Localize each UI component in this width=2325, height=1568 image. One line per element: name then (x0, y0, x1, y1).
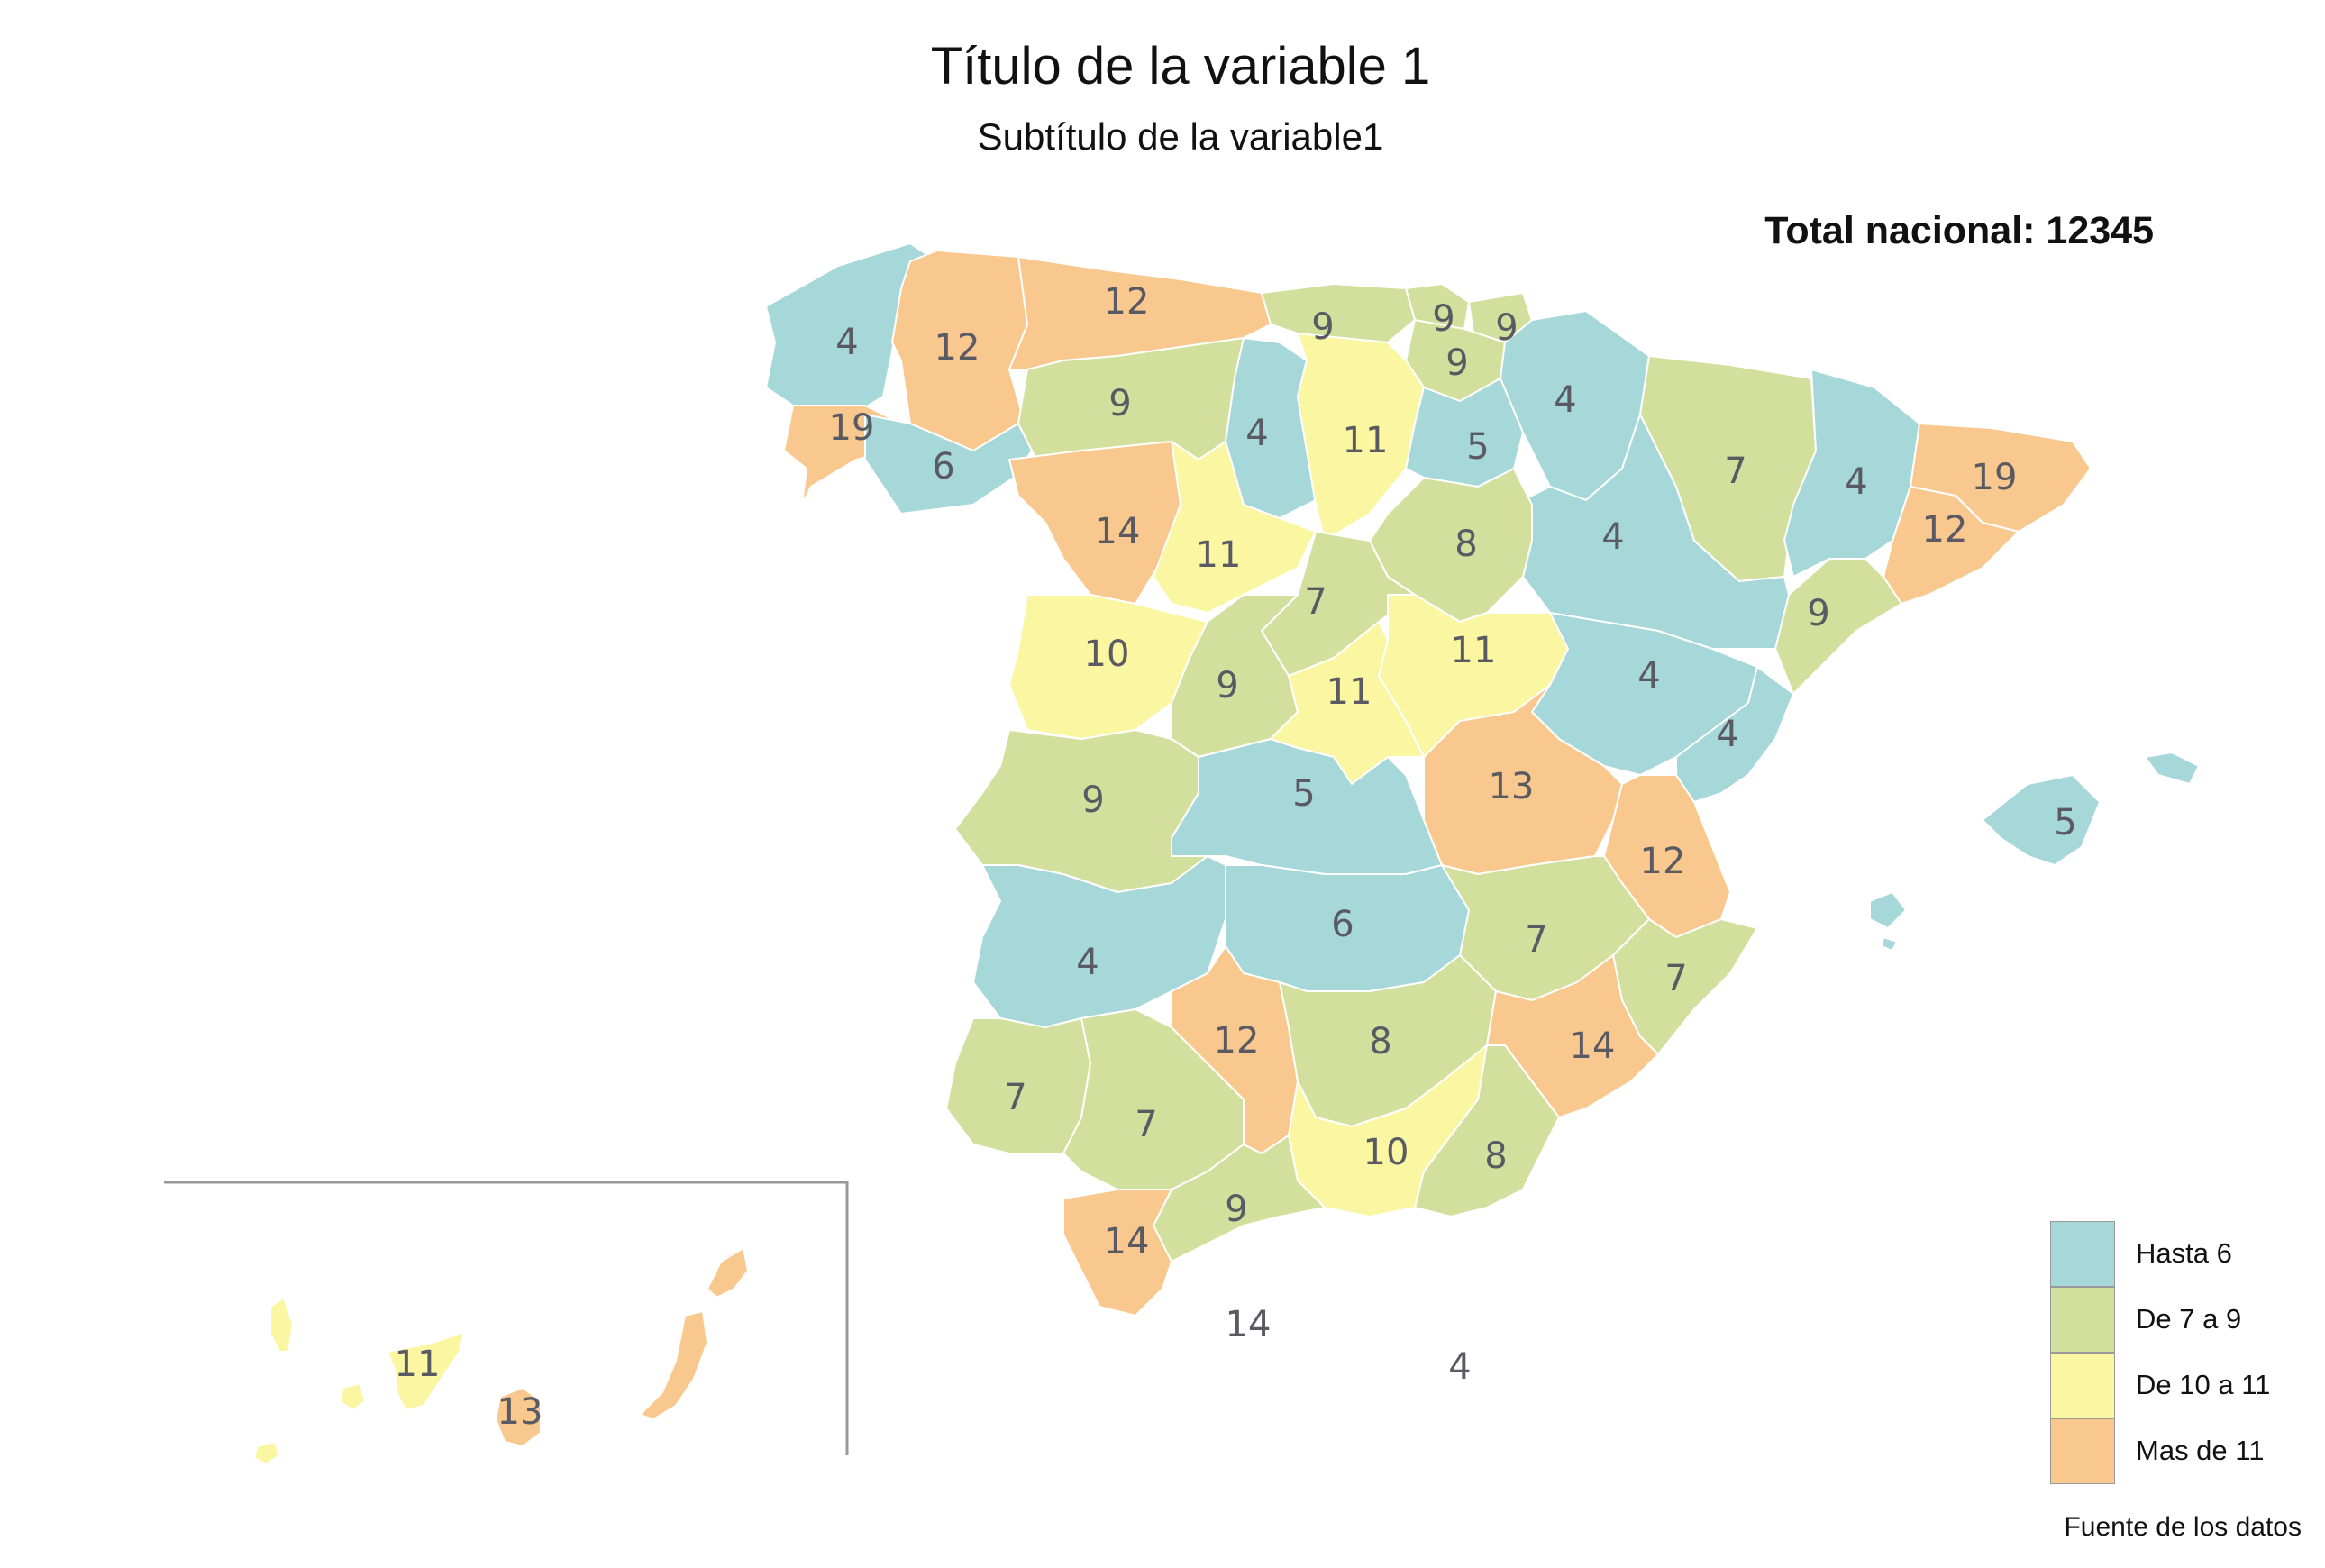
value-alava: 9 (1445, 342, 1468, 384)
value-cadiz: 14 (1104, 1221, 1150, 1263)
legend-label: Hasta 6 (2136, 1237, 2232, 1269)
value-girona: 19 (1972, 457, 2018, 498)
region-formentera (1881, 936, 1898, 952)
value-tarragona: 9 (1807, 593, 1829, 634)
region-a-coruna (765, 242, 938, 424)
value-salamanca: 10 (1084, 634, 1130, 675)
value-valencia: 12 (1640, 841, 1686, 882)
data-source: Fuente de los datos (2064, 1512, 2302, 1542)
region-lanzarote (707, 1247, 749, 1299)
value-segovia: 7 (1304, 581, 1327, 623)
region-tarragona (1774, 558, 1902, 695)
region-gran-canaria (495, 1387, 542, 1447)
value-ciudad-real: 6 (1331, 904, 1354, 945)
value-pontevedra: 19 (829, 407, 875, 449)
region-fuerteventura (639, 1310, 708, 1420)
value-tenerife: 11 (395, 1344, 441, 1385)
value-malaga: 9 (1225, 1189, 1247, 1230)
value-madrid: 11 (1327, 671, 1372, 713)
value-soria: 8 (1454, 524, 1477, 565)
value-albacete: 7 (1525, 919, 1547, 961)
region-zamora (1008, 441, 1190, 605)
region-tenerife (387, 1331, 465, 1411)
canarias-inset-frame (164, 1181, 849, 1455)
value-jaen: 8 (1369, 1021, 1391, 1062)
legend-swatch (2050, 1221, 2115, 1287)
region-burgos (1297, 333, 1425, 542)
value-navarra: 4 (1554, 379, 1576, 421)
region-el-hierro (253, 1441, 280, 1465)
value-las-palmas: 13 (497, 1391, 543, 1433)
value-huelva: 7 (1004, 1077, 1026, 1118)
value-huesca: 7 (1724, 451, 1746, 492)
value-zaragoza: 4 (1601, 516, 1624, 558)
region-menorca (2144, 752, 2200, 785)
value-zamora: 14 (1095, 511, 1141, 552)
value-burgos: 11 (1343, 420, 1389, 461)
map-title: Título de la variable 1 (930, 37, 1431, 96)
legend-swatch (2050, 1418, 2115, 1484)
value-valladolid: 11 (1196, 534, 1242, 576)
value-a-coruna: 4 (835, 322, 858, 363)
value-teruel: 4 (1637, 655, 1660, 697)
national-total: Total nacional: 12345 (1764, 209, 2154, 252)
value-asturias: 12 (1104, 281, 1150, 323)
value-avila: 9 (1216, 665, 1238, 707)
region-barcelona (1883, 486, 2020, 605)
legend-label: De 7 a 9 (2136, 1303, 2242, 1335)
value-gipuzkoa: 9 (1495, 307, 1518, 349)
value-barcelona: 12 (1922, 509, 1968, 551)
value-lleida: 4 (1845, 461, 1867, 503)
value-almeria: 8 (1484, 1135, 1507, 1177)
value-palencia: 4 (1245, 413, 1268, 454)
value-cuenca: 13 (1489, 766, 1535, 807)
value-ceuta: 14 (1226, 1304, 1272, 1345)
value-bizkaia: 9 (1432, 298, 1454, 340)
region-cadiz (1062, 1189, 1172, 1317)
legend-swatch (2050, 1353, 2115, 1418)
value-toledo: 5 (1292, 773, 1315, 815)
value-cordoba: 12 (1214, 1020, 1260, 1062)
value-murcia: 14 (1570, 1026, 1616, 1067)
region-almeria (1414, 1044, 1560, 1217)
region-ibiza (1869, 891, 1907, 929)
value-guadalajara: 11 (1451, 630, 1497, 671)
value-badajoz: 4 (1076, 942, 1099, 983)
value-baleares: 5 (2054, 802, 2076, 843)
value-melilla: 4 (1448, 1346, 1471, 1388)
map-subtitle: Subtítulo de la variable1 (977, 115, 1384, 158)
value-alicante: 7 (1664, 958, 1687, 999)
region-la-palma (269, 1297, 294, 1353)
region-mallorca (1982, 774, 2101, 866)
region-valladolid (1153, 441, 1317, 614)
legend-label: Mas de 11 (2136, 1435, 2265, 1466)
legend-label: De 10 a 11 (2136, 1369, 2271, 1400)
legend-swatch (2050, 1287, 2115, 1353)
value-la-rioja: 5 (1466, 426, 1489, 468)
value-cantabria: 9 (1311, 306, 1334, 348)
value-lugo: 12 (935, 327, 980, 369)
value-caceres: 9 (1081, 779, 1104, 821)
value-ourense: 6 (932, 446, 954, 488)
value-granada: 10 (1363, 1132, 1409, 1173)
value-sevilla: 7 (1135, 1104, 1157, 1145)
region-la-gomera (340, 1382, 366, 1411)
value-leon: 9 (1108, 383, 1131, 424)
value-castellon: 4 (1716, 714, 1738, 755)
